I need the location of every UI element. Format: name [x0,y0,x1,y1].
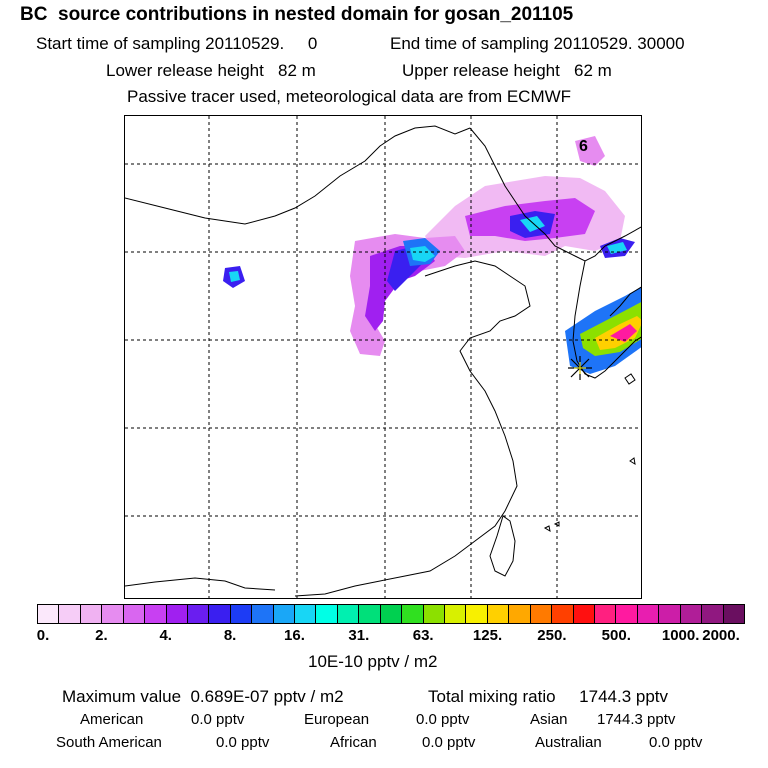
colorbar-tick-label: 16. [284,627,305,644]
colorbar-cell [337,605,360,623]
map-title: BC source contributions in nested domain… [20,4,574,25]
colorbar-cell [530,605,553,623]
colorbar-cell [702,605,724,623]
asian-value: 1744.3 pptv [597,711,676,728]
colorbar-cell [38,605,60,623]
total-mixing-label: Total mixing ratio 1744.3 pptv [428,687,669,706]
colorbar-tick-label: 31. [348,627,370,644]
european-value: 0.0 pptv [416,711,470,728]
colorbar-cell [659,605,681,623]
colorbar-tick-label: 8. [223,627,237,644]
colorbar-tick-label: 500. [601,627,631,644]
end-time-label: End time of sampling 20110529. 30000 [390,34,685,53]
tracer-note: Passive tracer used, meteorological data… [127,87,572,106]
colorbar-tick-label: 63. [412,627,434,644]
colorbar-cell [187,605,210,623]
contribution-plume [223,136,641,374]
colorbar-cell [102,605,124,623]
lower-release-label: Lower release height 82 m [106,61,316,80]
colorbar-cell [359,605,381,623]
colorbar-cell [573,605,595,623]
colorbar-cell [273,605,296,623]
colorbar-cell [230,605,253,623]
australian-value: 0.0 pptv [649,734,703,751]
colorbar-tick-label: 250. [537,627,567,644]
colorbar-cell [295,605,317,623]
colorbar-cell [594,605,617,623]
colorbar-cell [166,605,188,623]
australian-label: Australian [535,734,602,751]
american-label: American [80,711,144,728]
coastlines [125,125,641,597]
colorbar-cell [402,605,424,623]
colorbar-cell [509,605,531,623]
colorbar-cell [80,605,103,623]
colorbar-tick-label: 1000. [661,627,700,644]
colorbar-cell [380,605,403,623]
start-time-label: Start time of sampling 20110529. 0 [36,34,318,53]
colorbar-cell [680,605,703,623]
region-label: 6 [579,138,588,155]
colorbar-cell [487,605,510,623]
african-value: 0.0 pptv [422,734,476,751]
colorbar-cell [145,605,167,623]
african-label: African [330,734,377,751]
colorbar-cell [466,605,488,623]
south-american-value: 0.0 pptv [216,734,270,751]
colorbar-tick-label: 2. [95,627,108,644]
colorbar-cell [59,605,81,623]
map-panel: 6 [124,115,642,599]
colorbar-tick-label: 4. [159,627,172,644]
south-american-label: South American [56,734,162,751]
colorbar-unit-label: 10E-10 pptv / m2 [308,652,438,671]
colorbar [37,604,745,624]
colorbar-cell [209,605,231,623]
map-canvas: 6 [125,116,641,598]
colorbar-cell [616,605,638,623]
colorbar-cell [316,605,338,623]
european-label: European [304,711,370,728]
asian-label: Asian [530,711,568,728]
colorbar-tick-label: 2000. [702,627,740,644]
upper-release-label: Upper release height 62 m [402,61,612,80]
colorbar-cell [252,605,274,623]
colorbar-tick-label: 0. [36,627,50,644]
colorbar-tick-label: 125. [472,627,503,644]
max-value-label: Maximum value 0.689E-07 pptv / m2 [62,687,344,706]
colorbar-cell [445,605,467,623]
colorbar-cell [723,605,744,623]
graticule [125,116,641,598]
colorbar-cell [552,605,574,623]
colorbar-cell [123,605,146,623]
colorbar-cell [637,605,660,623]
american-value: 0.0 pptv [191,711,245,728]
colorbar-cell [423,605,446,623]
